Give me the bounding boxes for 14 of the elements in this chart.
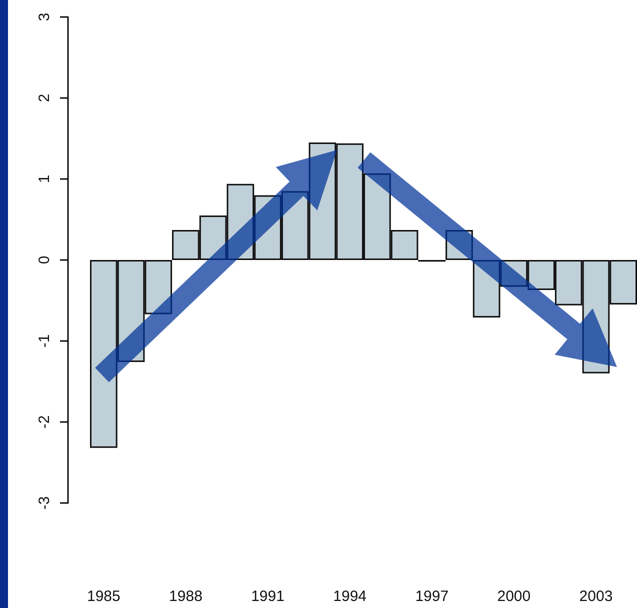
x-tick-label: 1994 [333, 588, 367, 605]
y-tick-label: 0 [36, 256, 53, 264]
y-tick-label: 3 [36, 12, 53, 22]
y-tick-label: 1 [36, 174, 53, 184]
x-tick-label: 1988 [169, 588, 202, 605]
x-tick-label: 1997 [415, 588, 449, 605]
x-tick-label: 1985 [86, 588, 120, 605]
x-tick-label: 1991 [251, 588, 284, 605]
y-tick-label: -2 [36, 415, 53, 429]
x-tick-label: 2000 [497, 588, 531, 605]
y-tick-label: -1 [36, 334, 53, 348]
y-tick-label: 2 [36, 94, 53, 102]
y-tick-label: -3 [36, 496, 53, 510]
x-tick-label: 2003 [579, 588, 613, 605]
